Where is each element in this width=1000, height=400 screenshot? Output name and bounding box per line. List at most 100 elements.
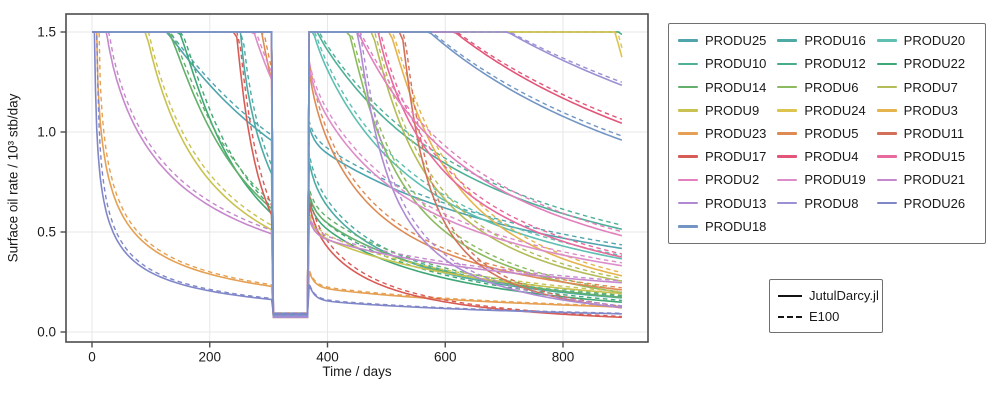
legend-line-swatch: [876, 178, 897, 182]
legend-line-swatch: [777, 132, 798, 135]
legend-item-produ13: PRODU13: [678, 192, 777, 215]
legend-line-swatch: [678, 225, 698, 228]
legend-well-label: PRODU7: [903, 79, 958, 95]
legend-model-label: E100: [809, 309, 840, 324]
legend-item-produ10: PRODU10: [678, 52, 777, 75]
x-tick-label-0: 0: [88, 350, 96, 365]
legend-item-produ8: PRODU8: [777, 192, 876, 215]
legend-line-swatch: [777, 155, 798, 159]
legend-well-label: PRODU4: [804, 149, 859, 165]
series-produ24-e100: [92, 31, 623, 315]
series-produ10-e100: [92, 31, 623, 316]
legend-item-produ18: PRODU18: [678, 215, 777, 238]
legend-well-label: PRODU10: [705, 56, 767, 72]
legend-item-produ14: PRODU14: [678, 75, 777, 98]
legend-line-swatch: [678, 178, 698, 182]
legend-line-swatch: [876, 132, 897, 135]
series-produ20-e100: [92, 31, 623, 316]
series-produ17-e100: [92, 31, 622, 318]
legend-item-produ12: PRODU12: [777, 52, 876, 75]
legend-item-produ25: PRODU25: [678, 29, 777, 52]
legend-item-produ26: PRODU26: [876, 192, 976, 215]
legend-well-label: PRODU16: [804, 33, 866, 49]
legend-line-swatch: [876, 155, 897, 159]
legend-line-swatch: [678, 108, 698, 112]
x-tick-label-600: 600: [434, 350, 457, 365]
legend-well-label: PRODU14: [705, 79, 767, 95]
series-produ23-jutuldarcy: [92, 31, 622, 317]
series-produ24-jutuldarcy: [92, 31, 623, 316]
series-produ21-jutuldarcy: [92, 31, 622, 316]
series-produ8-e100: [92, 31, 623, 317]
series-produ23-e100: [92, 31, 622, 316]
legend-item-produ7: PRODU7: [876, 75, 976, 98]
legend-line-swatch: [678, 39, 698, 42]
y-axis-label: Surface oil rate / 10³ stb/day: [5, 93, 21, 263]
dashed-line-sample: [778, 315, 802, 318]
legend-well-label: PRODU5: [804, 125, 859, 141]
legend-line-swatch: [777, 39, 798, 42]
legend-item-produ11: PRODU11: [876, 122, 976, 145]
legend-item-produ17: PRODU17: [678, 145, 777, 168]
models-legend: JutulDarcy.jl E100: [769, 279, 883, 333]
legend-line-swatch: [777, 108, 798, 112]
series-produ26-jutuldarcy: [92, 31, 622, 315]
legend-item-produ19: PRODU19: [777, 168, 876, 191]
legend-item-produ21: PRODU21: [876, 168, 976, 191]
legend-item-produ2: PRODU2: [678, 168, 777, 191]
x-tick-label-800: 800: [552, 350, 575, 365]
legend-item-produ24: PRODU24: [777, 99, 876, 122]
x-tick-label-400: 400: [316, 350, 339, 365]
legend-line-swatch: [777, 85, 798, 89]
x-tick-label-200: 200: [198, 350, 221, 365]
legend-well-label: PRODU3: [903, 102, 958, 118]
legend-well-label: PRODU15: [903, 149, 966, 165]
legend-line-swatch: [777, 201, 798, 205]
legend-well-label: PRODU24: [804, 102, 866, 118]
legend-item-produ5: PRODU5: [777, 122, 876, 145]
series-produ11-jutuldarcy: [92, 31, 622, 315]
series-produ19-jutuldarcy: [92, 31, 623, 316]
legend-line-swatch: [678, 62, 698, 66]
series-produ26-e100: [92, 31, 622, 314]
legend-item-produ3: PRODU3: [876, 99, 976, 122]
series-produ16-jutuldarcy: [92, 31, 622, 316]
legend-item-produ22: PRODU22: [876, 52, 976, 75]
legend-item-produ16: PRODU16: [777, 29, 876, 52]
legend-well-label: PRODU21: [903, 172, 966, 188]
y-tick-label-1: 1.0: [37, 125, 56, 140]
series-produ18-e100: [92, 31, 623, 315]
legend-line-swatch: [678, 132, 698, 135]
legend-well-label: PRODU18: [705, 218, 767, 234]
legend-line-swatch: [678, 85, 698, 89]
x-axis-label: Time / days: [322, 364, 392, 379]
series-produ22-jutuldarcy: [92, 31, 622, 315]
series-produ5-e100: [92, 31, 622, 317]
legend-model-label: JutulDarcy.jl: [809, 288, 879, 303]
curves-layer: [92, 31, 623, 319]
legend-well-label: PRODU6: [804, 79, 859, 95]
legend-well-label: PRODU22: [903, 56, 966, 72]
legend-well-label: PRODU17: [705, 149, 767, 165]
legend-line-swatch: [777, 178, 798, 182]
series-produ21-e100: [92, 31, 622, 316]
legend-well-label: PRODU2: [705, 172, 760, 188]
legend-item-produ15: PRODU15: [876, 145, 976, 168]
legend-item-e100: E100: [778, 310, 874, 323]
legend-line-swatch: [876, 39, 897, 42]
legend-line-swatch: [678, 155, 698, 159]
legend-line-swatch: [876, 108, 897, 112]
legend-well-label: PRODU8: [804, 195, 859, 211]
series-produ14-e100: [92, 31, 622, 315]
legend-well-label: PRODU23: [705, 125, 767, 141]
y-tick-label-1.5: 1.5: [37, 25, 56, 40]
legend-line-swatch: [777, 62, 798, 66]
legend-well-label: PRODU25: [705, 33, 767, 49]
legend-item-produ4: PRODU4: [777, 145, 876, 168]
legend-well-label: PRODU19: [804, 172, 866, 188]
legend-item-produ6: PRODU6: [777, 75, 876, 98]
solid-line-sample: [778, 294, 802, 297]
series-produ16-e100: [92, 31, 622, 315]
